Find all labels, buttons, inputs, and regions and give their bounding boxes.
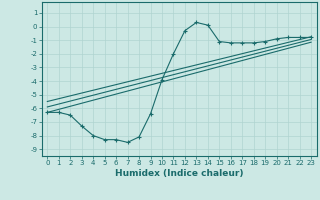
X-axis label: Humidex (Indice chaleur): Humidex (Indice chaleur) (115, 169, 244, 178)
